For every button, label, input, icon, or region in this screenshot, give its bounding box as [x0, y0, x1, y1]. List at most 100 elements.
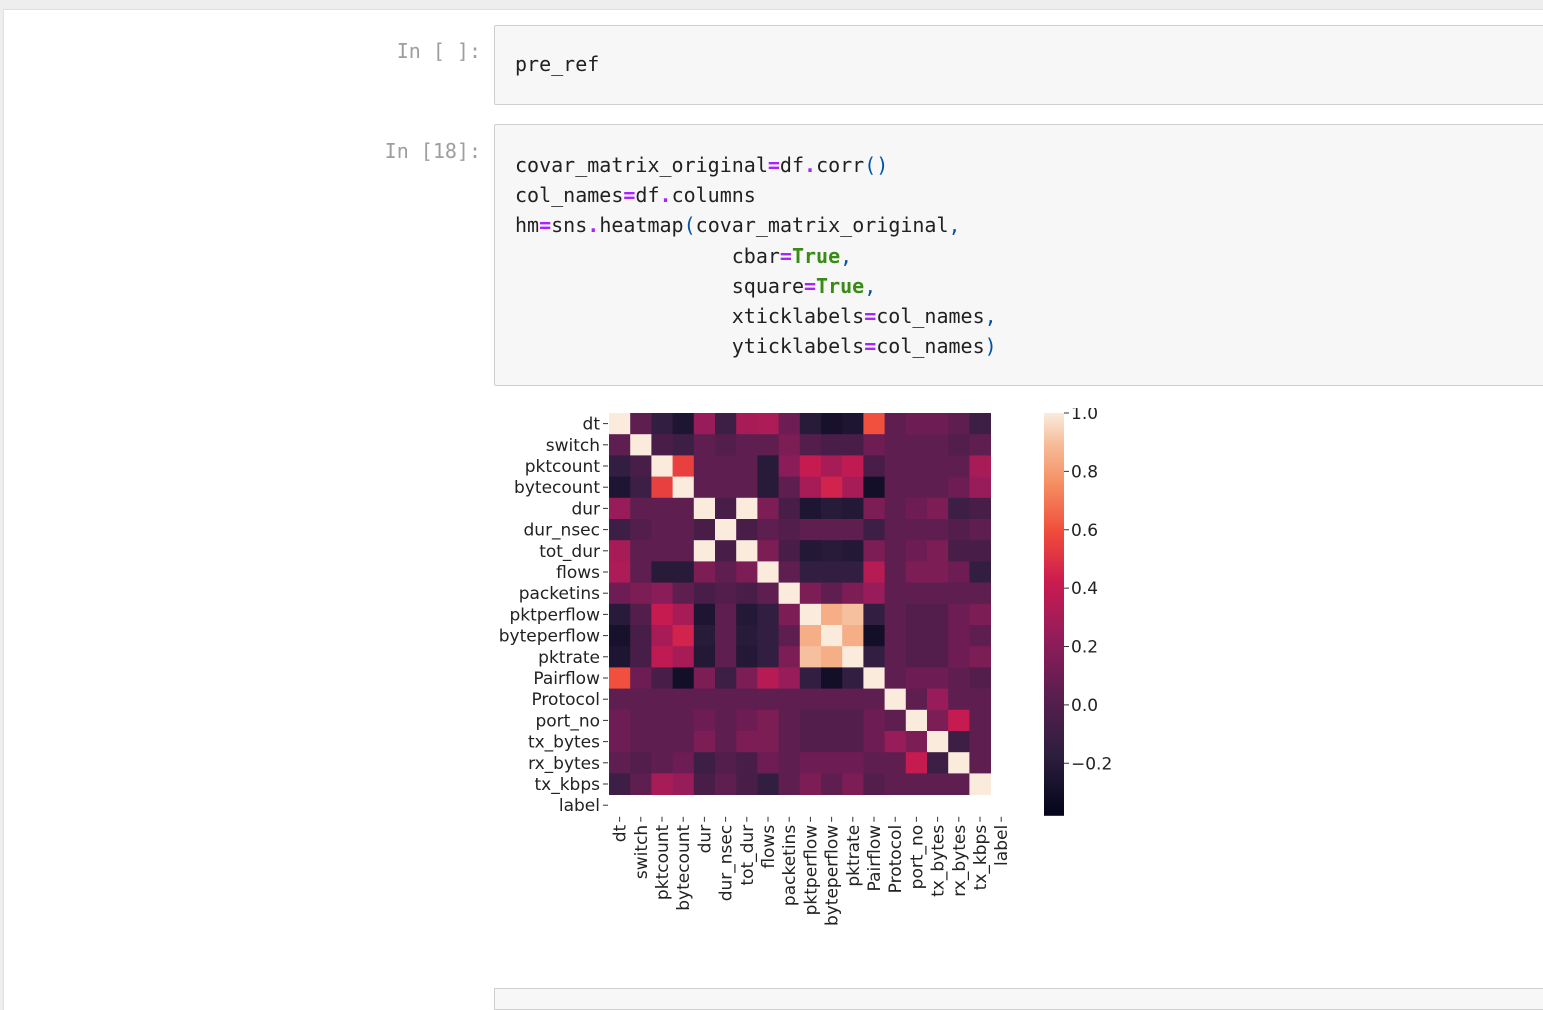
heatmap-cell [927, 561, 949, 583]
heatmap-cell [821, 625, 843, 647]
heatmap-cell [884, 497, 907, 520]
y-tick-label: Pairflow [533, 669, 600, 689]
heatmap-cell [609, 731, 631, 753]
heatmap-cell [715, 582, 737, 605]
heatmap-cell [927, 625, 949, 647]
heatmap-cell [672, 582, 695, 605]
heatmap-cell [799, 773, 822, 795]
heatmap-cell [609, 519, 631, 541]
heatmap-cell [672, 731, 695, 753]
code-token: True [791, 243, 841, 268]
heatmap-cell [693, 455, 716, 477]
heatmap-cell [651, 625, 673, 647]
heatmap-cell [693, 773, 716, 795]
heatmap-cell [651, 413, 673, 435]
heatmap-cell [969, 731, 991, 753]
heatmap-cell [736, 709, 758, 732]
heatmap-cell [842, 646, 864, 668]
heatmap-cell [778, 625, 801, 647]
heatmap-cell [736, 434, 758, 456]
colorbar-tick-label: 0.4 [1071, 579, 1098, 599]
heatmap-cell [821, 497, 843, 520]
heatmap-cell [948, 709, 970, 732]
heatmap-cell [630, 561, 652, 583]
x-tick-label: byteperflow [823, 825, 843, 926]
heatmap-cell [778, 519, 801, 541]
heatmap-cell [757, 519, 779, 541]
heatmap-cell [651, 434, 673, 456]
heatmap-cell [651, 455, 673, 477]
heatmap-cell [799, 709, 822, 732]
heatmap-cell [863, 752, 885, 774]
cell-prompt-2: In [18]: [384, 139, 481, 163]
heatmap-cell [651, 561, 673, 583]
heatmap-cell [757, 625, 779, 647]
code-cell-3[interactable] [494, 988, 1543, 1010]
heatmap-cell [969, 582, 991, 605]
heatmap-cell [842, 561, 864, 583]
y-tick-label: dt [583, 415, 601, 435]
cell-prompt-1: In [ ]: [396, 39, 481, 63]
heatmap-cell [842, 709, 864, 732]
heatmap-cell [969, 434, 991, 456]
heatmap-cell [863, 413, 885, 435]
heatmap-cell [630, 413, 652, 435]
heatmap-cell [799, 752, 822, 774]
heatmap-cell [736, 582, 758, 605]
heatmap-cell [884, 752, 907, 774]
heatmap-cell [842, 603, 864, 626]
heatmap-cell [778, 434, 801, 456]
heatmap-cell [821, 709, 843, 732]
heatmap-cell [948, 603, 970, 626]
heatmap-cell [609, 603, 631, 626]
code-token: sns [551, 213, 588, 238]
x-tick-label: flows [759, 825, 779, 869]
heatmap-cell [927, 455, 949, 477]
code-token: hm [515, 213, 540, 238]
heatmap-cell [630, 773, 652, 795]
heatmap-cell [799, 519, 822, 541]
colorbar-tick-label: 0.8 [1071, 462, 1098, 482]
heatmap-cell [969, 646, 991, 668]
heatmap-cell [651, 773, 673, 795]
heatmap-cell [905, 497, 928, 520]
heatmap-cell [757, 434, 779, 456]
heatmap-cell [693, 582, 716, 605]
code-token: , [948, 213, 961, 238]
heatmap-cell [799, 455, 822, 477]
heatmap-cell [842, 582, 864, 605]
heatmap-cell [842, 476, 864, 499]
heatmap-cell [651, 497, 673, 520]
heatmap-cell [948, 646, 970, 668]
x-tick-label: pktperflow [801, 825, 821, 916]
heatmap-cell [736, 667, 758, 689]
y-tick-label: pktrate [538, 648, 600, 668]
heatmap-cell [757, 476, 779, 499]
heatmap-cell [842, 752, 864, 774]
heatmap-cell [905, 561, 928, 583]
heatmap-cell [609, 709, 631, 732]
heatmap-cell [609, 773, 631, 795]
y-tick-label: bytecount [514, 478, 600, 498]
heatmap-cell [969, 413, 991, 435]
heatmap-cell [630, 752, 652, 774]
code-cell-1[interactable]: pre_ref [494, 25, 1543, 105]
heatmap-cell [884, 455, 907, 477]
heatmap-cell [693, 752, 716, 774]
code-token: = [539, 213, 552, 238]
heatmap-cell [672, 434, 695, 456]
heatmap-cell [927, 413, 949, 435]
y-tick-label: flows [556, 563, 600, 583]
heatmap-cell [672, 709, 695, 732]
heatmap-cell [609, 688, 631, 711]
code-token: = [864, 334, 877, 359]
heatmap-cell [630, 667, 652, 689]
heatmap-cell [651, 688, 673, 711]
code-token: = [623, 183, 636, 208]
heatmap-cell [884, 540, 907, 562]
y-tick-label: pktcount [525, 457, 601, 477]
heatmap-cell [821, 752, 843, 774]
code-cell-2[interactable]: covar_matrix_original=df.corr() col_names… [494, 124, 1543, 386]
code-block-2: covar_matrix_original=df.corr() col_names… [515, 150, 997, 361]
heatmap-cell [630, 603, 652, 626]
